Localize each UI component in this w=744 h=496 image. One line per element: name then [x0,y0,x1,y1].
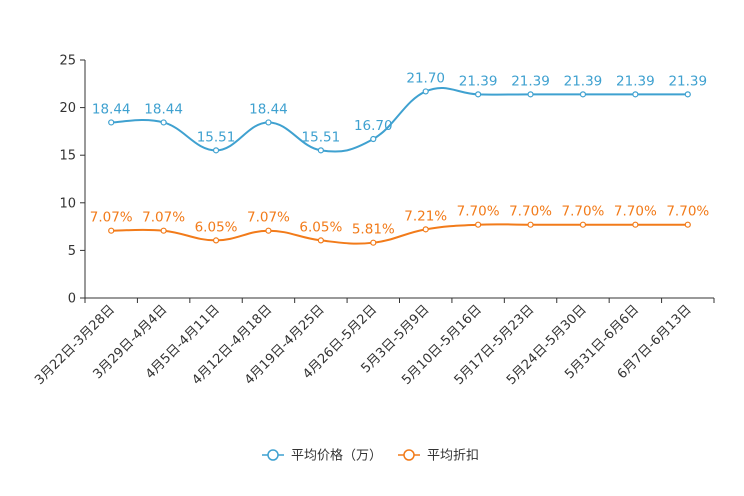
series-layer [108,87,691,246]
data-label: 21.39 [616,73,655,89]
data-point[interactable] [265,227,272,234]
data-label: 21.70 [406,70,445,86]
data-point[interactable] [632,221,639,228]
data-label: 7.70% [457,204,500,220]
data-label: 18.44 [92,101,131,117]
legend-marker-icon [267,449,279,461]
data-point[interactable] [160,227,167,234]
data-label: 7.70% [666,204,709,220]
data-point[interactable] [684,91,691,98]
data-labels: 18.44 18.44 15.51 18.44 15.51 16.70 21.70 21.39… [90,70,710,237]
data-label: 7.07% [90,210,133,226]
y-tick-label: 0 [68,292,76,307]
data-point[interactable] [212,237,220,244]
y-tick-label: 5 [68,244,76,259]
data-point[interactable] [370,239,377,246]
legend-label: 平均折扣 [427,449,479,464]
data-label: 6.05% [299,219,342,235]
data-point[interactable] [317,147,324,154]
data-point[interactable] [317,237,324,244]
data-point[interactable] [527,221,534,228]
data-point[interactable] [632,91,639,98]
data-label: 5.81% [352,222,395,238]
data-label: 7.21% [404,208,447,224]
data-label: 21.39 [564,73,603,89]
data-point[interactable] [212,147,220,154]
data-point[interactable] [108,227,115,234]
data-label: 18.44 [249,101,288,117]
data-label: 21.39 [511,73,550,89]
legend[interactable]: 平均价格（万） 平均折扣 [262,448,479,464]
series-line-1 [111,223,688,245]
data-label: 7.70% [562,204,605,220]
data-point[interactable] [265,119,272,126]
legend-item-1[interactable]: 平均折扣 [398,449,479,464]
legend-label: 平均价格（万） [291,448,382,464]
y-tick-label: 10 [59,196,76,211]
data-label: 7.70% [614,204,657,220]
data-label: 18.44 [144,101,183,117]
data-label: 7.07% [247,210,290,226]
data-label: 16.70 [354,118,393,134]
data-point[interactable] [579,91,587,98]
data-label: 15.51 [302,129,341,145]
data-point[interactable] [422,88,429,95]
y-tick-label: 15 [59,149,76,164]
data-point[interactable] [108,119,115,126]
data-label: 21.39 [459,73,498,89]
y-tick-label: 20 [59,101,76,116]
data-point[interactable] [422,226,429,233]
data-label: 21.39 [668,73,707,89]
data-label: 7.70% [509,204,552,220]
data-label: 15.51 [197,129,236,145]
legend-item-0[interactable]: 平均价格（万） [262,448,382,464]
data-label: 7.07% [142,210,185,226]
data-point[interactable] [475,91,482,98]
data-point[interactable] [579,221,587,228]
data-point[interactable] [684,221,691,228]
data-point[interactable] [370,135,377,143]
data-point[interactable] [475,221,482,228]
data-point[interactable] [527,91,534,98]
data-label: 6.05% [195,219,238,235]
data-point[interactable] [160,119,167,126]
legend-marker-icon [403,449,415,461]
y-tick-label: 25 [59,54,76,69]
